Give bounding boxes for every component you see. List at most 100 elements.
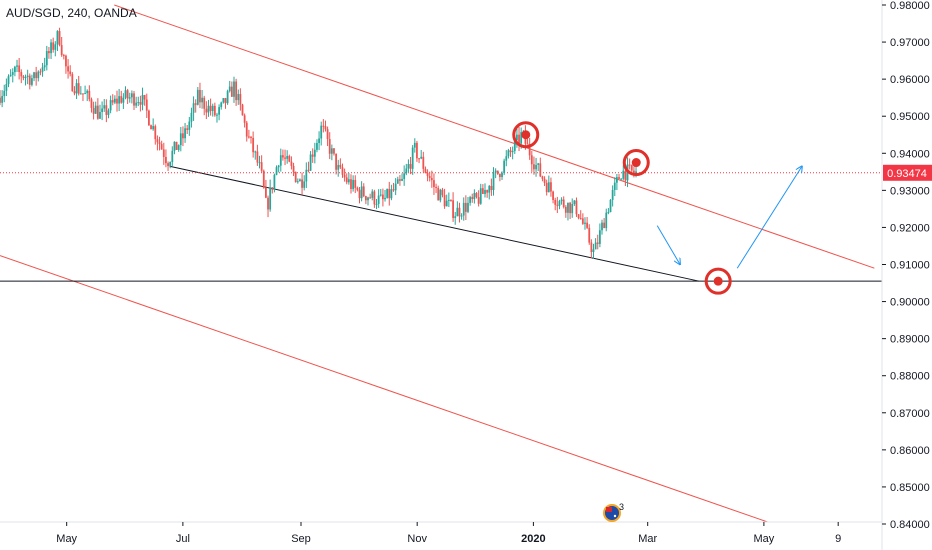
candle [96,98,99,120]
candle [543,176,546,187]
candle-body [313,149,316,157]
candle [364,195,367,205]
candle-body [26,75,29,78]
plot-area[interactable] [0,4,882,524]
candle-body [318,138,320,144]
candle-body [420,156,423,159]
channel-lower-line[interactable] [0,255,773,524]
candle [305,162,308,188]
x-tick-label: Mar [638,533,657,545]
y-tick-label: 0.87000 [890,408,930,420]
events-badge[interactable]: 3 [603,502,624,522]
y-tick-label: 0.84000 [890,519,930,531]
candle-body [222,98,225,103]
candle-body [305,169,308,182]
candle [316,139,318,153]
candle-body [381,194,384,200]
candle-body [205,108,208,113]
candle-body [347,179,350,183]
candle-body [226,91,229,104]
candle [447,192,450,208]
x-tick-label: Jul [176,533,190,545]
candle [118,89,121,112]
candle [545,179,548,196]
target-marker-3[interactable] [704,267,732,295]
candle-body [282,155,284,158]
target-marker-1[interactable] [512,121,540,149]
candle [326,126,329,147]
candle-body [303,181,306,188]
candle-body [547,182,550,193]
candle-body [9,74,12,77]
candle [130,90,133,104]
y-tick-label: 0.88000 [890,371,930,383]
candle [401,173,403,182]
candle [360,181,363,202]
candle [88,85,91,102]
candle [464,195,467,221]
candle [237,89,240,105]
candle [354,175,357,194]
candle [122,93,125,109]
candle-body [48,51,50,54]
candle [158,136,161,151]
candle-body [362,186,365,197]
candle-body [82,93,84,95]
candle [256,144,259,166]
y-tick-label: 0.97000 [890,37,930,49]
candle [505,150,508,167]
candle-body [439,189,442,201]
candle-body [18,65,21,73]
support-trendline[interactable] [169,165,700,282]
candle [390,184,393,201]
y-tick-label: 0.98000 [890,0,930,12]
candle [337,159,340,177]
candle-body [243,115,246,123]
price-axis[interactable]: 0.98000 0.97000 0.96000 0.95000 0.94000 0.930… [882,0,930,531]
candle-body [341,167,344,175]
candle-body [424,168,427,173]
candle [35,66,38,86]
candle [333,147,335,156]
candle [498,173,501,182]
channel-upper-line[interactable] [114,4,875,269]
candle [133,90,135,111]
candle-body [458,207,461,217]
candle-body [256,151,259,163]
y-tick-label: 0.90000 [890,297,930,309]
candle [552,190,554,204]
x-tick-label: Nov [407,533,427,545]
candle [216,112,218,123]
candle [167,161,169,171]
time-axis[interactable]: May Jul Sep Nov 2020 Mar May 9 [56,522,841,545]
candle-body [41,67,44,72]
candle [547,175,550,193]
candle [279,148,282,172]
candle-body [416,142,418,159]
candle-body [513,140,516,152]
candle-body [620,178,623,180]
candle-body [520,132,523,144]
candle-body [603,222,606,229]
candle-body [452,200,454,218]
candle-body [322,125,325,127]
x-tick-label: May [754,533,775,545]
candle [103,98,106,112]
candle-body [94,105,97,114]
target-marker-2[interactable] [622,149,650,177]
candle [196,87,199,106]
candle-body [273,174,276,190]
candle-body [564,206,567,213]
candle-body [577,214,580,219]
candle-body [143,95,146,100]
candle-body [469,197,472,203]
candle [611,185,614,207]
projection-arrow-1[interactable] [656,225,680,265]
projection-arrow-2[interactable] [736,166,802,269]
candle [18,58,21,80]
candle [209,98,212,116]
candle-body [369,197,372,199]
candle-body [560,199,563,202]
candle [373,189,376,208]
